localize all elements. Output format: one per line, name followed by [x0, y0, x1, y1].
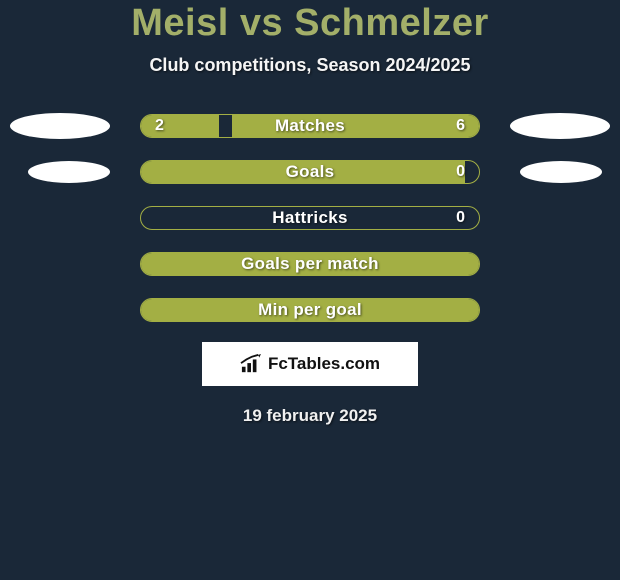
stat-row-matches: 2 Matches 6	[0, 114, 620, 138]
stat-label: Matches	[141, 115, 479, 137]
stat-bar: Goals 0	[140, 160, 480, 184]
stat-bar: Hattricks 0	[140, 206, 480, 230]
stat-list: 2 Matches 6 Goals 0 Hattricks 0	[0, 114, 620, 322]
stat-value-right: 6	[456, 115, 465, 137]
bar-chart-icon	[240, 354, 262, 374]
stat-row-goals-per-match: Goals per match	[0, 252, 620, 276]
comparison-widget: Meisl vs Schmelzer Club competitions, Se…	[0, 0, 620, 426]
stat-row-hattricks: Hattricks 0	[0, 206, 620, 230]
player-right-marker	[510, 113, 610, 139]
player-right-marker	[520, 161, 602, 183]
stat-label: Hattricks	[141, 207, 479, 229]
brand-text: FcTables.com	[268, 354, 380, 374]
stat-row-goals: Goals 0	[0, 160, 620, 184]
stat-value-right: 0	[456, 207, 465, 229]
stat-row-min-per-goal: Min per goal	[0, 298, 620, 322]
player-left-marker	[10, 113, 110, 139]
footer-date: 19 february 2025	[243, 406, 377, 426]
page-title: Meisl vs Schmelzer	[131, 2, 489, 45]
stat-label: Goals	[141, 161, 479, 183]
stat-label: Min per goal	[141, 299, 479, 321]
stat-bar: Goals per match	[140, 252, 480, 276]
stat-bar: Min per goal	[140, 298, 480, 322]
brand-badge[interactable]: FcTables.com	[202, 342, 418, 386]
stat-bar: 2 Matches 6	[140, 114, 480, 138]
stat-value-right: 0	[456, 161, 465, 183]
page-subtitle: Club competitions, Season 2024/2025	[149, 55, 470, 76]
player-left-marker	[28, 161, 110, 183]
stat-label: Goals per match	[141, 253, 479, 275]
